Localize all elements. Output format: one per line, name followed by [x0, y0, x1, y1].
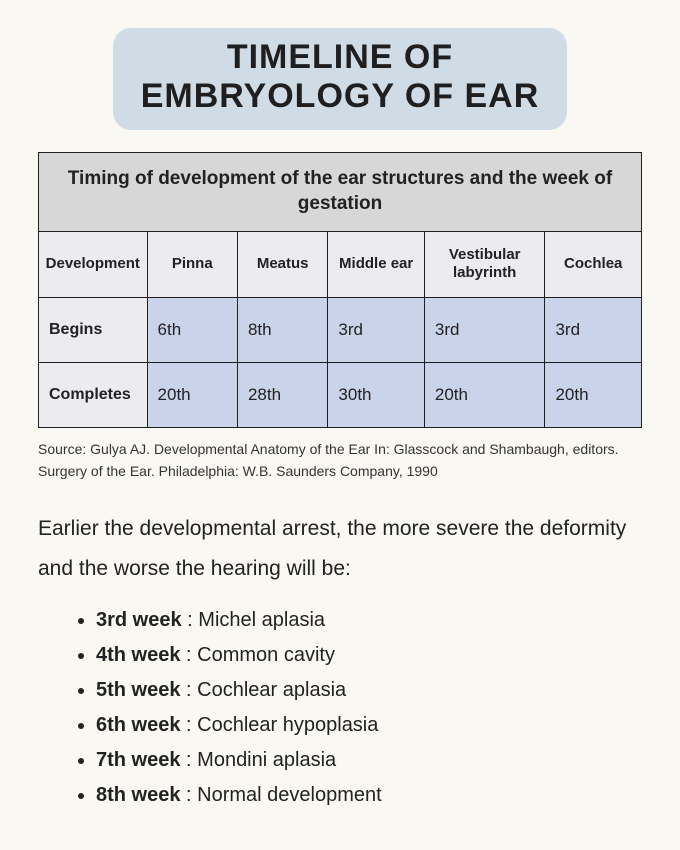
row-label-completes: Completes: [39, 363, 148, 428]
arrest-list: 3rd week : Michel aplasia 4th week : Com…: [38, 603, 642, 813]
title-line-2: EMBRYOLOGY OF EAR: [141, 77, 540, 115]
page-title: TIMELINE OF EMBRYOLOGY OF EAR: [113, 28, 568, 130]
data-cell: 3rd: [424, 298, 545, 363]
source-citation: Source: Gulya AJ. Developmental Anatomy …: [38, 438, 642, 483]
col-header-cochlea: Cochlea: [545, 231, 642, 298]
data-cell: 30th: [328, 363, 424, 428]
arrest-week: 7th week: [96, 749, 180, 771]
data-cell: 28th: [237, 363, 327, 428]
data-cell: 6th: [147, 298, 237, 363]
data-cell: 20th: [424, 363, 545, 428]
col-header-middle-ear: Middle ear: [328, 231, 424, 298]
arrest-label: Common cavity: [197, 644, 335, 666]
arrest-week: 4th week: [96, 644, 180, 666]
table-row: Begins 6th 8th 3rd 3rd 3rd: [39, 298, 642, 363]
list-item: 6th week : Cochlear hypoplasia: [96, 708, 642, 743]
timeline-table: Timing of development of the ear structu…: [38, 152, 642, 428]
arrest-week: 8th week: [96, 784, 180, 806]
data-cell: 3rd: [545, 298, 642, 363]
arrest-week: 3rd week: [96, 609, 182, 631]
arrest-week: 6th week: [96, 714, 180, 736]
title-line-1: TIMELINE OF: [227, 38, 453, 76]
list-item: 8th week : Normal development: [96, 778, 642, 813]
data-cell: 3rd: [328, 298, 424, 363]
list-item: 7th week : Mondini aplasia: [96, 743, 642, 778]
data-cell: 20th: [147, 363, 237, 428]
row-label-begins: Begins: [39, 298, 148, 363]
col-header-pinna: Pinna: [147, 231, 237, 298]
list-item: 5th week : Cochlear aplasia: [96, 673, 642, 708]
table-row: Completes 20th 28th 30th 20th 20th: [39, 363, 642, 428]
arrest-label: Cochlear aplasia: [197, 679, 346, 701]
col-header-vestibular: Vestibular labyrinth: [424, 231, 545, 298]
lead-paragraph: Earlier the developmental arrest, the mo…: [38, 509, 642, 589]
table-caption: Timing of development of the ear structu…: [39, 153, 642, 231]
col-header-development: Development: [39, 231, 148, 298]
list-item: 3rd week : Michel aplasia: [96, 603, 642, 638]
data-cell: 8th: [237, 298, 327, 363]
arrest-label: Normal development: [197, 784, 382, 806]
col-header-meatus: Meatus: [237, 231, 327, 298]
arrest-label: Michel aplasia: [198, 609, 325, 631]
table-header-row: Development Pinna Meatus Middle ear Vest…: [39, 231, 642, 298]
arrest-week: 5th week: [96, 679, 180, 701]
title-container: TIMELINE OF EMBRYOLOGY OF EAR: [38, 28, 642, 130]
list-item: 4th week : Common cavity: [96, 638, 642, 673]
data-cell: 20th: [545, 363, 642, 428]
arrest-label: Mondini aplasia: [197, 749, 336, 771]
arrest-label: Cochlear hypoplasia: [197, 714, 378, 736]
